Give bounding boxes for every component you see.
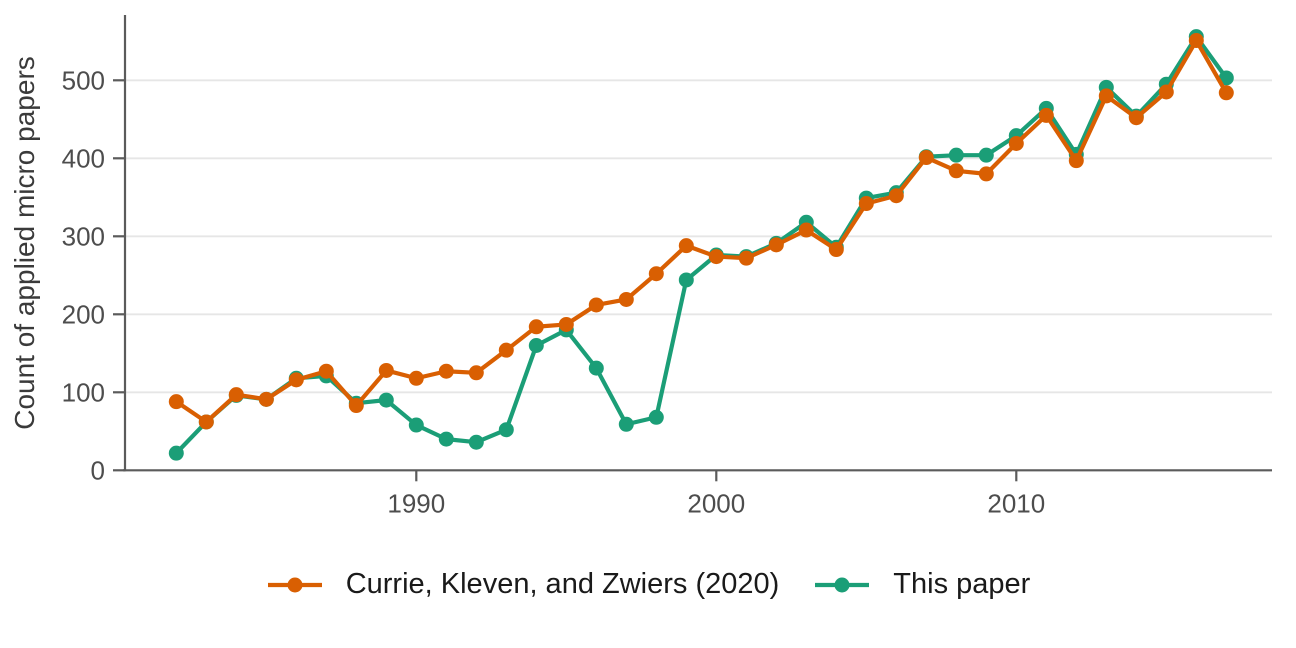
- data-point: [348, 398, 364, 414]
- y-tick-label: 300: [62, 221, 105, 251]
- legend: Currie, Kleven, and Zwiers (2020) This p…: [0, 568, 1296, 601]
- data-point: [978, 147, 994, 163]
- axis-tick-labels: 0 100 200 300 400 500 1990 2000 2010: [62, 65, 1046, 518]
- data-point: [1008, 135, 1024, 151]
- data-point: [438, 431, 454, 447]
- data-point: [378, 392, 394, 408]
- series-line-1: [174, 34, 1229, 456]
- data-point: [648, 409, 664, 425]
- data-series: [168, 29, 1234, 461]
- data-point: [228, 387, 244, 403]
- x-tick-label: 2010: [987, 488, 1045, 518]
- data-point: [1218, 85, 1234, 101]
- data-point: [288, 372, 304, 388]
- data-point: [168, 445, 184, 461]
- data-point: [1188, 33, 1204, 49]
- data-point: [828, 242, 844, 258]
- data-point: [918, 150, 934, 166]
- data-point: [798, 222, 814, 238]
- data-point: [738, 250, 754, 266]
- y-axis-title: Count of applied micro papers: [9, 56, 40, 430]
- data-point: [1128, 110, 1144, 126]
- data-point: [528, 319, 544, 335]
- data-point: [468, 434, 484, 450]
- data-point: [438, 363, 454, 379]
- x-tick-label: 2000: [687, 488, 745, 518]
- data-point: [888, 188, 904, 204]
- data-point: [378, 362, 394, 378]
- data-point: [198, 414, 214, 430]
- data-point: [318, 363, 334, 379]
- legend-item-currie: Currie, Kleven, and Zwiers (2020): [266, 568, 780, 601]
- data-point: [948, 163, 964, 179]
- data-point: [648, 266, 664, 282]
- data-point: [1098, 88, 1114, 104]
- axis-ticks: [113, 79, 1018, 482]
- y-tick-label: 100: [62, 377, 105, 407]
- axis-spines: [123, 15, 1272, 472]
- data-point: [1158, 84, 1174, 100]
- data-point: [1218, 70, 1234, 86]
- gridlines: [125, 79, 1272, 472]
- series-line-0: [174, 38, 1229, 425]
- data-point: [408, 417, 424, 433]
- data-point: [588, 297, 604, 313]
- y-tick-label: 200: [62, 299, 105, 329]
- data-point: [618, 291, 634, 307]
- legend-label-this-paper: This paper: [893, 568, 1031, 600]
- data-point: [678, 272, 694, 288]
- legend-key-teal-line-dot-icon: [815, 577, 870, 592]
- plot-area: 0 100 200 300 400 500 1990 2000 2010 Count of ap…: [9, 15, 1272, 518]
- data-point: [408, 370, 424, 386]
- x-tick-label: 1990: [387, 488, 445, 518]
- data-point: [258, 391, 274, 407]
- data-point: [618, 416, 634, 432]
- legend-label-currie: Currie, Kleven, and Zwiers (2020): [345, 568, 780, 600]
- data-point: [678, 238, 694, 254]
- data-point: [1038, 107, 1054, 123]
- data-point: [1068, 153, 1084, 169]
- data-point: [858, 196, 874, 212]
- legend-key-orange-line-dot-icon: [267, 577, 322, 592]
- data-point: [468, 365, 484, 381]
- data-point: [978, 166, 994, 182]
- data-point: [708, 249, 724, 265]
- y-tick-label: 0: [91, 455, 105, 485]
- data-point: [168, 394, 184, 410]
- data-point: [558, 316, 574, 332]
- data-point: [948, 147, 964, 163]
- data-point: [498, 422, 514, 438]
- data-point: [768, 237, 784, 253]
- y-tick-label: 500: [62, 65, 105, 95]
- data-point: [498, 342, 514, 358]
- legend-item-this-paper: This paper: [813, 568, 1030, 601]
- data-point: [528, 338, 544, 353]
- y-tick-label: 400: [62, 143, 105, 173]
- data-point: [588, 360, 604, 376]
